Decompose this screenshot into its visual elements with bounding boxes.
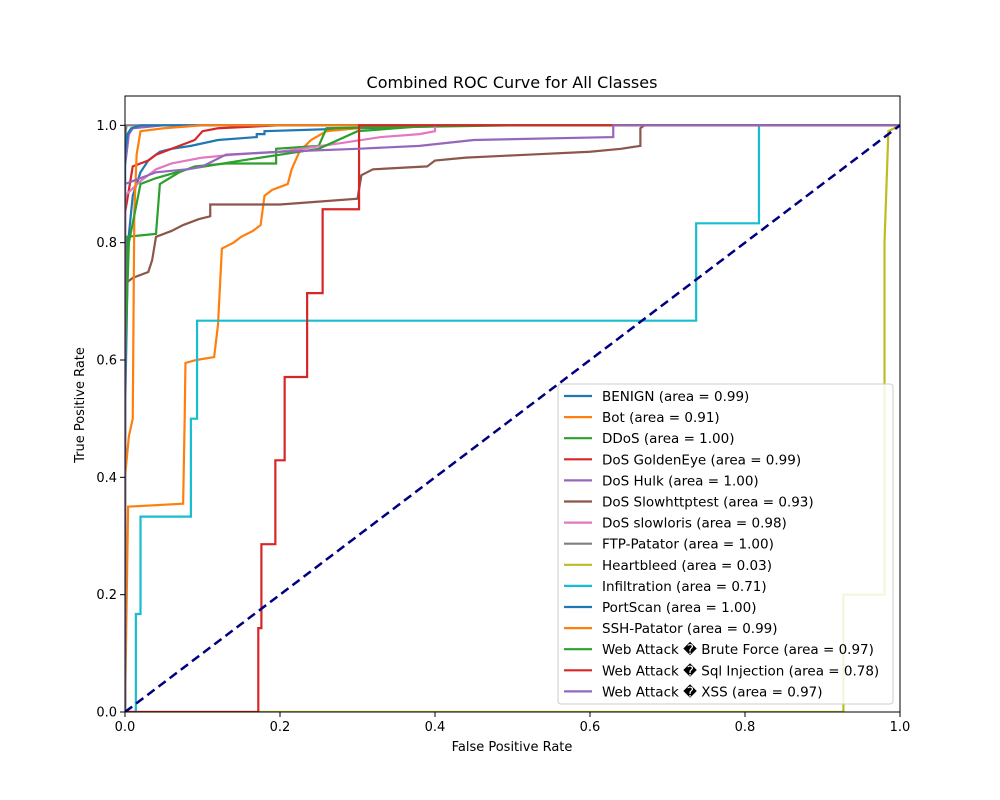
y-tick-label: 0.2	[96, 588, 117, 603]
y-tick-label: 0.8	[96, 236, 117, 251]
legend: BENIGN (area = 0.99) Bot (area = 0.91) DDo…	[557, 383, 894, 705]
legend-entry: DDoS (area = 1.00)	[602, 431, 735, 447]
y-axis-label: True Positive Rate	[73, 347, 88, 464]
y-tick-label: 0.0	[96, 706, 117, 721]
legend-entry: Web Attack � Sql Injection (area = 0.78)	[602, 662, 879, 679]
diagonal-reference-line	[125, 124, 900, 712]
legend-entry: PortScan (area = 1.00)	[602, 600, 756, 616]
legend-entry: DoS Slowhttptest (area = 0.93)	[602, 495, 814, 511]
x-tick-label: 0.2	[270, 720, 291, 735]
legend-entry: Bot (area = 0.91)	[602, 410, 720, 426]
roc-line-15	[125, 124, 900, 712]
roc-line-1	[125, 124, 900, 712]
y-tick-label: 0.4	[96, 471, 117, 486]
y-tick-label: 0.6	[96, 354, 117, 369]
legend-entry: SSH-Patator (area = 0.99)	[602, 621, 778, 637]
legend-entry: Web Attack � XSS (area = 0.97)	[602, 683, 823, 700]
legend-entry: DoS slowloris (area = 0.98)	[602, 516, 787, 532]
roc-line-14	[125, 124, 900, 712]
plot-area: 0.0 0.2 0.4 0.6 0.8 1.0 0.0 0.2 0.4 0.6 0.8 1.0 BENI…	[96, 95, 911, 735]
x-axis-label: False Positive Rate	[452, 740, 573, 755]
legend-entry: Web Attack � Brute Force (area = 0.97)	[602, 641, 874, 658]
y-tick-label: 1.0	[96, 119, 117, 134]
legend-entry: FTP-Patator (area = 1.00)	[602, 537, 774, 553]
legend-entry: DoS GoldenEye (area = 0.99)	[602, 452, 801, 468]
legend-entry: DoS Hulk (area = 1.00)	[602, 473, 759, 489]
chart-title: Combined ROC Curve for All Classes	[367, 73, 658, 92]
x-tick-label: 0.4	[425, 720, 446, 735]
legend-entry: BENIGN (area = 0.99)	[602, 389, 749, 405]
x-tick-label: 0.8	[735, 720, 756, 735]
x-tick-label: 1.0	[890, 720, 911, 735]
x-tick-label: 0.6	[580, 720, 601, 735]
roc-line-10	[125, 124, 900, 712]
plot-frame	[124, 95, 901, 713]
roc-line-2	[125, 124, 900, 712]
legend-entry: Heartbleed (area = 0.03)	[602, 558, 772, 574]
legend-entry: Infiltration (area = 0.71)	[602, 579, 767, 595]
legend-box	[557, 383, 894, 705]
x-tick-label: 0.0	[115, 720, 136, 735]
roc-line-12	[125, 124, 900, 712]
roc-line-6	[125, 124, 900, 712]
